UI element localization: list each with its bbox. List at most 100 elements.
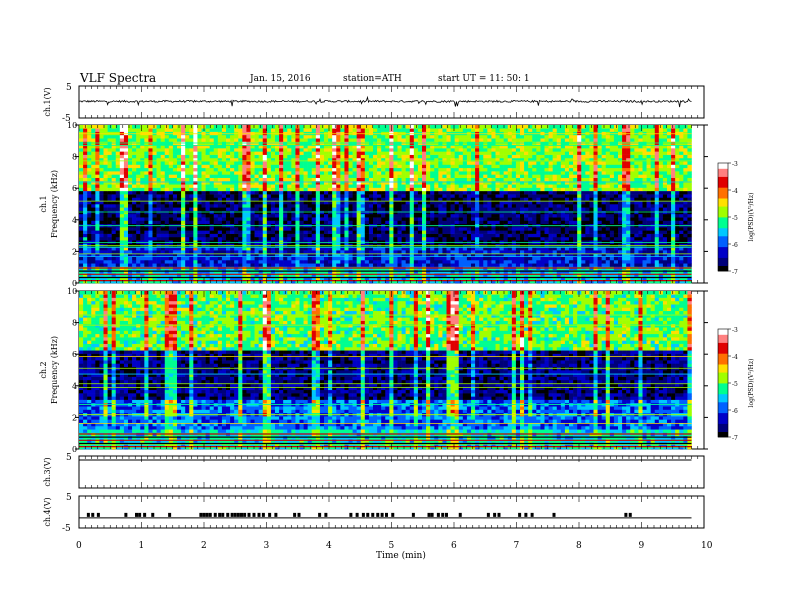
ch4-pulse-mark bbox=[261, 512, 265, 517]
ch1-spectrogram-colorbar-cell bbox=[718, 217, 728, 221]
ch4-pulse-mark bbox=[226, 512, 230, 517]
ch1-spectrogram-colorbar-cell bbox=[718, 260, 728, 264]
ch2-spectrogram-colorbar-cell bbox=[718, 415, 728, 419]
ch4-pulse-mark bbox=[324, 512, 328, 517]
ch2-spectrogram-ylabel-channel: ch.2 bbox=[39, 361, 48, 378]
ch2-spectrogram-colorbar-cell bbox=[718, 396, 728, 400]
ch1-spectrogram-ytick-label: 2 bbox=[72, 247, 77, 256]
ch2-spectrogram-colorbar-cell bbox=[718, 423, 728, 427]
ch2-spectrogram-colorbar-tick-label: -5 bbox=[732, 381, 738, 388]
ch2-spectrogram-colorbar-cell bbox=[718, 428, 728, 432]
ch1-spectrogram-colorbar-cell bbox=[718, 163, 728, 167]
ch1-spectrogram-ytick-label: 8 bbox=[72, 153, 77, 162]
ch4-pulse-mark bbox=[624, 512, 628, 517]
ch1-spectrogram-colorbar-tick-label: -4 bbox=[732, 188, 738, 195]
xaxis-tick-label: 3 bbox=[264, 541, 270, 551]
ch2-spectrogram-ytick-label: 10 bbox=[67, 287, 77, 296]
ch1-spectrogram-colorbar-cell bbox=[718, 168, 728, 172]
ch4-pulse-mark bbox=[199, 512, 203, 517]
ch2-spectrogram-colorbar-cell bbox=[718, 342, 728, 346]
ch2-spectrogram-colorbar-cell bbox=[718, 329, 728, 333]
ch1-spectrogram-colorbar-tick-label: -5 bbox=[732, 215, 738, 222]
ch4-pulse-mark bbox=[243, 512, 247, 517]
ch1-spectrogram-colorbar-cell bbox=[718, 176, 728, 180]
ch2-spectrogram-colorbar-cell bbox=[718, 361, 728, 365]
ch1-spectrogram-colorbar-cell bbox=[718, 265, 728, 269]
ch4-pulse-mark bbox=[236, 512, 240, 517]
xaxis-tick-label: 10 bbox=[701, 541, 713, 551]
ch1-spectrogram-colorbar-cell bbox=[718, 225, 728, 229]
ch2-spectrogram-colorbar-tick-label: -3 bbox=[732, 327, 738, 334]
ch4-pulse-mark bbox=[218, 512, 222, 517]
ch4-pulse-mark bbox=[297, 512, 301, 517]
ch1-spectrogram-colorbar-cell bbox=[718, 257, 728, 261]
ch4-pulse-mark bbox=[436, 512, 440, 517]
ch4-pulse-mark bbox=[376, 512, 380, 517]
ch2-spectrogram-colorbar-cell bbox=[718, 364, 728, 368]
ch1-spectrogram-colorbar-cell bbox=[718, 235, 728, 239]
ch4-pulse-mark bbox=[355, 512, 359, 517]
ch1-spectrogram-colorbar-cell bbox=[718, 211, 728, 215]
ch1-spectrogram-colorbar-cell bbox=[718, 179, 728, 183]
ch4-pulse-mark bbox=[430, 512, 434, 517]
ch4-pulse-mark bbox=[391, 512, 395, 517]
ch1-spectrogram-colorbar-cell bbox=[718, 227, 728, 231]
ch2-spectrogram-ytick-label: 8 bbox=[72, 319, 77, 328]
ch1-spectrogram-colorbar-cell bbox=[718, 165, 728, 169]
ch1-spectrogram-colorbar-cell bbox=[718, 262, 728, 266]
ch2-spectrogram-colorbar-cell bbox=[718, 393, 728, 397]
ch4-pulse-mark bbox=[213, 512, 217, 517]
ch4-pulse-mark bbox=[349, 512, 353, 517]
ch1-spectrogram-colorbar-cell bbox=[718, 192, 728, 196]
ch4-ylabel: ch.4(V) bbox=[43, 497, 52, 526]
ch2-spectrogram-colorbar-cell bbox=[718, 385, 728, 389]
ch1-spectrogram-colorbar-tick-label: -7 bbox=[732, 269, 738, 276]
ch1-spectrogram-colorbar-cell bbox=[718, 187, 728, 191]
ch2-spectrogram-colorbar-cell bbox=[718, 418, 728, 422]
ch2-spectrogram-colorbar-cell bbox=[718, 434, 728, 438]
ch1-spectrogram-colorbar-cell bbox=[718, 241, 728, 245]
ch1-spectrogram-colorbar-cell bbox=[718, 230, 728, 234]
ch2-spectrogram-colorbar-cell bbox=[718, 377, 728, 381]
ch2-spectrogram-colorbar-cell bbox=[718, 426, 728, 430]
ch4-pulse-mark bbox=[233, 512, 237, 517]
ch2-spectrogram-colorbar-cell bbox=[718, 404, 728, 408]
ch2-spectrogram-colorbar-cell bbox=[718, 420, 728, 424]
ch4-pulse-mark bbox=[530, 512, 534, 517]
xaxis-tick-label: 1 bbox=[139, 541, 145, 551]
ch1-spectrogram-ytick-label: 4 bbox=[72, 216, 77, 225]
xaxis-tick-label: 0 bbox=[76, 541, 82, 551]
ch4-pulse-mark bbox=[202, 512, 206, 517]
ch4-pulse-mark bbox=[230, 512, 234, 517]
ch4-pulse-mark bbox=[497, 512, 501, 517]
xaxis-tick-label: 5 bbox=[389, 541, 395, 551]
ch4-pulse-mark bbox=[124, 512, 128, 517]
ch2-spectrogram-colorbar-tick-label: -4 bbox=[732, 354, 738, 361]
ch2-spectrogram-colorbar-cell bbox=[718, 350, 728, 354]
ch1-spectrogram-colorbar-cell bbox=[718, 203, 728, 207]
ch1-spectrogram-colorbar-cell bbox=[718, 198, 728, 202]
ch4-pulse-mark bbox=[441, 512, 445, 517]
ch1-spectrogram-colorbar-cell bbox=[718, 238, 728, 242]
ch2-spectrogram-colorbar-tick-label: -6 bbox=[732, 408, 738, 415]
ch4-pulse-mark bbox=[252, 512, 256, 517]
ch4-pulse-mark bbox=[361, 512, 365, 517]
ch2-spectrogram-colorbar-cell bbox=[718, 356, 728, 360]
ch2-spectrogram-colorbar-cell bbox=[718, 369, 728, 373]
xaxis-tick-label: 4 bbox=[326, 541, 332, 551]
ch4-pulse-mark bbox=[518, 512, 522, 517]
ch2-spectrogram-colorbar-cell bbox=[718, 334, 728, 338]
ch4-pulse-mark bbox=[524, 512, 528, 517]
ch2-spectrogram-colorbar-cell bbox=[718, 410, 728, 414]
ch2-spectrogram-ytick-label: 6 bbox=[72, 350, 77, 359]
ch4-pulse-mark bbox=[91, 512, 95, 517]
ch4-pulse-mark bbox=[208, 512, 212, 517]
ch4-pulse-mark bbox=[445, 512, 448, 517]
start-time-label: start UT = 11: 50: 1 bbox=[438, 74, 530, 84]
ch2-spectrogram-colorbar-cell bbox=[718, 383, 728, 387]
ch1-ytick-top: 5 bbox=[66, 83, 72, 93]
ch2-spectrogram-colorbar-cell bbox=[718, 391, 728, 395]
ch1-spectrogram-colorbar-cell bbox=[718, 222, 728, 226]
ch2-spectrogram-colorbar-cell bbox=[718, 345, 728, 349]
